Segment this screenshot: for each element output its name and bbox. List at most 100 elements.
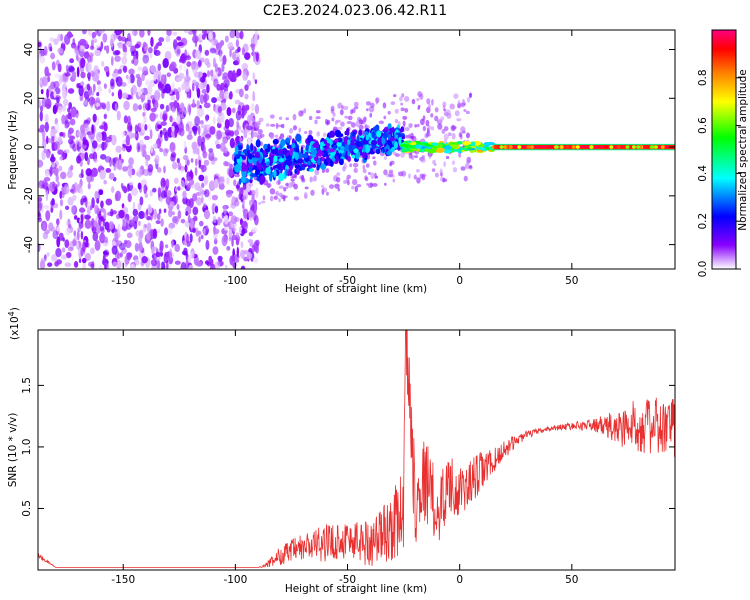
heatmap-halo-cell: [351, 108, 356, 114]
colorbar-tick-label: 0.0: [697, 261, 709, 278]
heatmap-noise-cell: [199, 120, 204, 125]
heatmap-noise-cell: [236, 232, 239, 238]
heatmap-noise-cell: [61, 114, 66, 125]
heatmap-noise-cell: [60, 171, 67, 180]
heatmap-halo-cell: [388, 171, 394, 177]
heatmap-signal-cell: [323, 139, 327, 145]
heatmap-noise-cell: [76, 66, 80, 78]
heatmap-halo-cell: [234, 129, 240, 136]
heatmap-halo-cell: [342, 105, 349, 111]
heatmap-noise-cell: [184, 164, 188, 173]
heatmap-noise-cell: [61, 247, 66, 253]
heatmap-signal-cell: [250, 142, 254, 152]
heatmap-halo-cell: [394, 108, 399, 114]
heatmap-noise-cell: [146, 216, 152, 221]
heatmap-signal-cell: [410, 148, 419, 152]
heatmap-noise-cell: [103, 83, 107, 89]
heatmap-noise-cell: [54, 123, 60, 134]
heatmap-signal-cell: [325, 157, 331, 163]
heatmap-noise-cell: [244, 84, 249, 92]
heatmap-carrier-blob: [616, 145, 621, 149]
heatmap-halo-cell: [269, 188, 276, 195]
heatmap-noise-cell: [51, 142, 55, 152]
heatmap-noise-cell: [250, 130, 254, 139]
heatmap-signal-cell: [297, 158, 304, 164]
heatmap-halo-cell: [293, 196, 300, 201]
heatmap-noise-cell: [163, 165, 166, 174]
heatmap-halo-cell: [308, 115, 313, 121]
heatmap-noise-cell: [155, 220, 161, 225]
heatmap-halo-cell: [279, 133, 285, 140]
heatmap-noise-cell: [202, 228, 206, 236]
figure-title: C2E3.2024.023.06.42.R11: [263, 3, 447, 19]
heatmap-signal-cell: [316, 165, 320, 171]
heatmap-noise-cell: [83, 99, 88, 106]
heatmap-signal-cell: [289, 147, 293, 157]
heatmap-halo-cell: [309, 177, 314, 183]
heatmap-noise-cell: [50, 128, 56, 135]
heatmap-noise-cell: [159, 112, 163, 120]
colorbar: [711, 29, 737, 270]
heatmap-noise-cell: [171, 81, 175, 92]
heatmap-noise-cell: [152, 99, 159, 110]
heatmap-noise-cell: [67, 88, 75, 94]
heatmap-noise-cell: [216, 115, 223, 125]
heatmap-halo-cell: [293, 183, 298, 190]
heatmap-noise-cell: [253, 131, 258, 138]
heatmap-noise-cell: [204, 189, 210, 198]
heatmap-noise-cell: [91, 167, 98, 178]
heatmap-noise-cell: [141, 256, 148, 264]
heatmap-halo-cell: [314, 119, 318, 125]
heatmap-noise-cell: [176, 36, 182, 41]
heatmap-noise-cell: [224, 35, 229, 43]
heatmap-halo-cell: [275, 190, 280, 197]
heatmap-noise-cell: [190, 158, 194, 163]
heatmap-noise-cell: [191, 61, 197, 70]
heatmap-noise-cell: [142, 111, 146, 117]
heatmap-noise-cell: [105, 136, 112, 143]
heatmap-halo-cell: [337, 187, 341, 192]
heatmap-halo-cell: [274, 134, 279, 138]
heatmap-noise-cell: [144, 135, 150, 141]
heatmap-halo-cell: [446, 112, 452, 119]
heatmap-halo-cell: [443, 161, 446, 167]
heatmap-noise-cell: [122, 166, 129, 172]
heatmap-noise-cell: [251, 103, 255, 112]
heatmap-halo-cell: [430, 113, 434, 118]
heatmap-halo-cell: [372, 156, 376, 160]
heatmap-noise-cell: [104, 221, 110, 231]
heatmap-noise-cell: [215, 42, 223, 50]
heatmap-noise-cell: [101, 141, 105, 152]
heatmap-halo-cell: [278, 116, 283, 121]
heatmap-noise-cell: [209, 47, 217, 54]
heatmap-noise-cell: [200, 164, 207, 173]
heatmap-noise-cell: [76, 155, 82, 164]
heatmap-noise-cell: [186, 233, 190, 245]
heatmap-noise-cell: [95, 102, 101, 107]
heatmap-carrier-blob: [530, 145, 535, 149]
heatmap-noise-cell: [111, 92, 115, 97]
heatmap-noise-cell: [196, 87, 201, 99]
heatmap-noise-cell: [70, 106, 77, 118]
heatmap-halo-cell: [399, 96, 403, 102]
heatmap-noise-cell: [118, 153, 122, 161]
heatmap-halo-cell: [304, 130, 308, 135]
heatmap-signal-cell: [294, 168, 298, 174]
heatmap-halo-cell: [437, 123, 443, 130]
heatmap-halo-cell: [402, 115, 408, 120]
heatmap-noise-cell: [125, 240, 132, 249]
heatmap-halo-cell: [347, 115, 353, 121]
heatmap-noise-cell: [244, 52, 251, 61]
heatmap-halo-cell: [258, 201, 261, 205]
heatmap-halo-cell: [366, 108, 369, 112]
heatmap-noise-cell: [100, 102, 106, 108]
heatmap-panel: -150 -100 -50 0 50 -40 -20 0 20 40 Height of str…: [7, 29, 749, 295]
heatmap-noise-cell: [185, 123, 190, 132]
heatmap-halo-cell: [402, 120, 406, 127]
heatmap-signal-cell: [331, 155, 336, 162]
heatmap-halo-cell: [389, 162, 393, 167]
heatmap-noise-cell: [157, 229, 160, 234]
heatmap-x-ticks: -150 -100 -50 0 50: [111, 30, 579, 287]
heatmap-signal-cell: [358, 129, 363, 136]
